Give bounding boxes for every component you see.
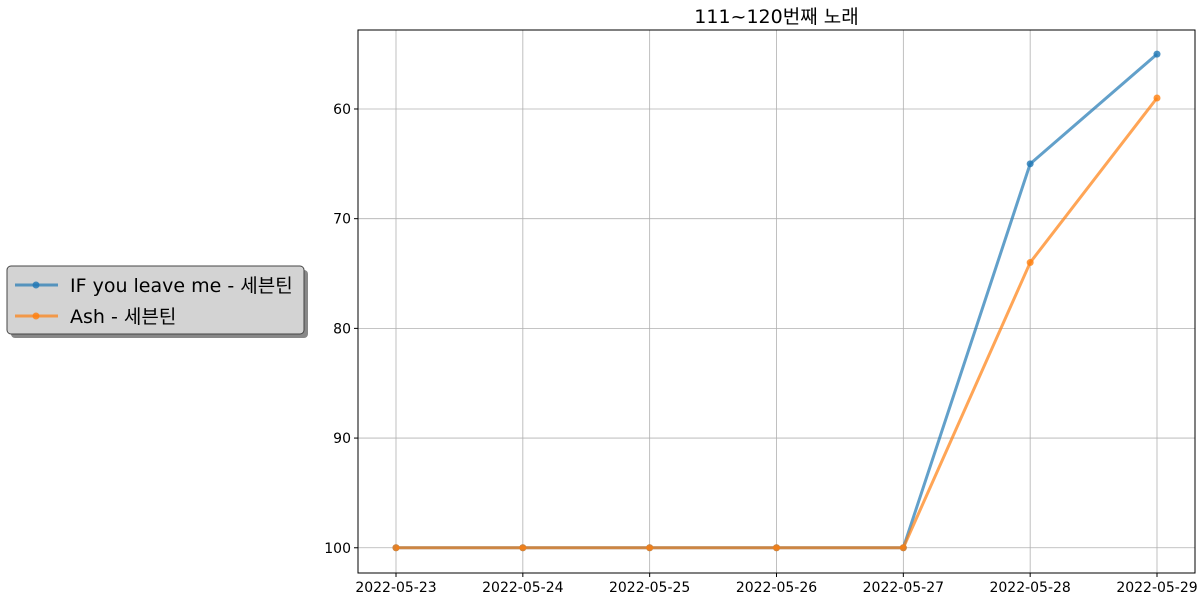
x-tick-label: 2022-05-28 <box>989 580 1070 596</box>
y-tick-label: 80 <box>333 321 351 337</box>
data-point <box>773 544 780 552</box>
chart-title: 111~120번째 노래 <box>694 6 858 28</box>
y-tick-label: 70 <box>333 212 351 228</box>
data-point <box>1153 50 1161 58</box>
x-tick-label: 2022-05-23 <box>355 580 436 596</box>
legend-label-1: Ash - 세븐틴 <box>70 306 176 328</box>
data-point <box>519 544 527 552</box>
data-point <box>392 544 400 552</box>
data-point <box>1026 259 1034 267</box>
x-tick-label: 2022-05-24 <box>482 580 563 596</box>
series-layer <box>392 50 1161 552</box>
x-tick-label: 2022-05-26 <box>736 580 817 596</box>
legend: IF you leave me - 세븐틴 Ash - 세븐틴 <box>6 265 308 338</box>
data-point <box>646 544 654 552</box>
x-tick-label: 2022-05-27 <box>863 580 944 596</box>
x-tick-label: 2022-05-25 <box>609 580 690 596</box>
grid-lines <box>358 30 1195 573</box>
y-tick-label: 60 <box>333 102 351 118</box>
data-point <box>1153 94 1161 102</box>
data-point <box>1026 160 1034 168</box>
legend-box <box>6 265 305 335</box>
axis-ticks: 2022-05-23 2022-05-24 2022-05-25 2022-05-26… <box>324 102 1197 596</box>
y-tick-label: 90 <box>333 431 351 447</box>
legend-marker-1 <box>32 312 40 320</box>
data-point <box>899 544 907 552</box>
legend-label-0: IF you leave me - 세븐틴 <box>70 275 293 297</box>
x-tick-label: 2022-05-29 <box>1116 580 1197 596</box>
legend-marker-0 <box>32 281 40 289</box>
y-tick-label: 100 <box>324 541 351 557</box>
